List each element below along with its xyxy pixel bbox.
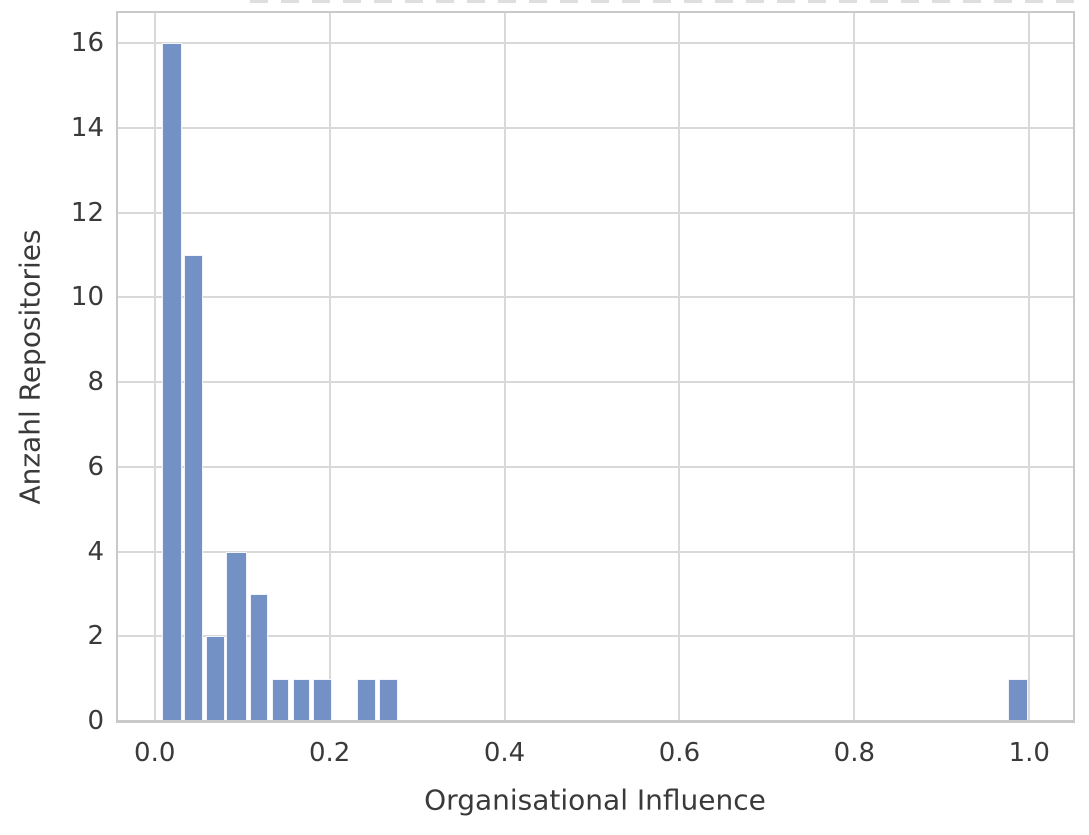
y-gridline-8 bbox=[118, 381, 1073, 384]
y-gridline-12 bbox=[118, 211, 1073, 214]
hist-bar-6 bbox=[292, 678, 311, 721]
y-tick-label-4: 4 bbox=[87, 536, 104, 567]
y-tick-label-10: 10 bbox=[70, 282, 104, 313]
y-gridline-16 bbox=[118, 42, 1073, 45]
y-tick-label-6: 6 bbox=[87, 451, 104, 482]
x-gridline-0.4 bbox=[503, 13, 506, 721]
cropped-top-text-artifact bbox=[250, 0, 1085, 3]
x-tick-label-0.4: 0.4 bbox=[483, 738, 526, 768]
y-tick-label-12: 12 bbox=[70, 197, 104, 228]
y-tick-label-8: 8 bbox=[87, 367, 104, 398]
y-gridline-2 bbox=[118, 635, 1073, 638]
y-tick-label-14: 14 bbox=[70, 112, 104, 143]
hist-bar-4 bbox=[250, 593, 269, 721]
plot-area bbox=[118, 13, 1073, 721]
y-gridline-14 bbox=[118, 126, 1073, 129]
y-tick-label-16: 16 bbox=[70, 28, 104, 59]
x-gridline-0.0 bbox=[153, 13, 156, 721]
x-tick-label-0.0: 0.0 bbox=[134, 738, 176, 768]
hist-bar-7 bbox=[313, 678, 333, 721]
x-tick-label-0.2: 0.2 bbox=[308, 738, 351, 768]
hist-bar-3 bbox=[226, 551, 247, 721]
x-gridline-0.8 bbox=[853, 13, 856, 721]
x-tick-label-0.6: 0.6 bbox=[658, 738, 701, 768]
x-gridline-0.6 bbox=[678, 13, 681, 721]
y-tick-label-2: 2 bbox=[87, 621, 104, 652]
hist-bar-1 bbox=[184, 254, 203, 721]
y-gridline-4 bbox=[118, 550, 1073, 553]
hist-bar-2 bbox=[206, 636, 225, 721]
x-tick-label-0.8: 0.8 bbox=[833, 738, 876, 768]
y-tick-label-0: 0 bbox=[87, 706, 104, 736]
x-gridline-1.0 bbox=[1028, 13, 1031, 721]
x-axis-label: Organisational Influence bbox=[424, 783, 766, 817]
hist-bar-8 bbox=[356, 678, 376, 721]
hist-bar-5 bbox=[271, 678, 290, 721]
hist-bar-9 bbox=[378, 678, 398, 721]
y-axis-label: Anzahl Repositories bbox=[13, 229, 47, 505]
hist-bar-10 bbox=[1008, 678, 1029, 721]
y-gridline-6 bbox=[118, 465, 1073, 468]
hist-bar-0 bbox=[161, 43, 182, 721]
x-tick-label-1.0: 1.0 bbox=[1008, 738, 1050, 768]
x-gridline-0.2 bbox=[328, 13, 331, 721]
y-gridline-10 bbox=[118, 296, 1073, 299]
